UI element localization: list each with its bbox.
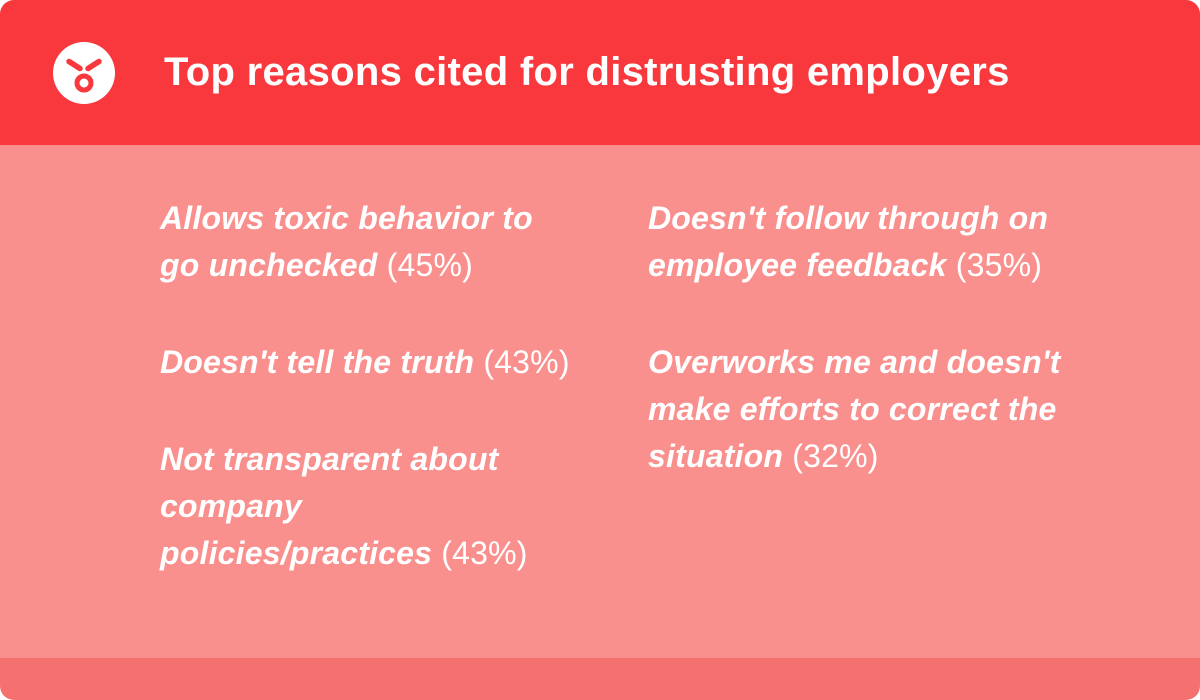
reason-text: Overworks me and doesn't make efforts to…	[648, 344, 1061, 475]
reasons-column-right: Doesn't follow through on employee feedb…	[648, 195, 1100, 658]
reason-item: Doesn't tell the truth (43%)	[160, 339, 572, 386]
reason-percentage: (43%)	[483, 344, 570, 381]
reason-item: Allows toxic behavior to go unchecked (4…	[160, 195, 572, 289]
reason-text: Allows toxic behavior to go unchecked	[160, 200, 533, 284]
bottom-strip	[0, 658, 1200, 700]
reason-item: Doesn't follow through on employee feedb…	[648, 195, 1100, 289]
reason-text: Doesn't follow through on employee feedb…	[648, 200, 1049, 284]
reasons-list: Allows toxic behavior to go unchecked (4…	[0, 145, 1200, 658]
reason-item: Overworks me and doesn't make efforts to…	[648, 339, 1100, 480]
reason-text: Not transparent about company policies/p…	[160, 441, 499, 572]
reason-percentage: (45%)	[386, 247, 474, 284]
reasons-column-left: Allows toxic behavior to go unchecked (4…	[160, 195, 572, 658]
reason-text: Doesn't tell the truth	[160, 344, 475, 381]
reason-percentage: (43%)	[441, 535, 528, 572]
reason-percentage: (32%)	[792, 438, 879, 475]
angry-face-icon	[52, 41, 116, 105]
header: Top reasons cited for distrusting employ…	[0, 0, 1200, 145]
reason-item: Not transparent about company policies/p…	[160, 436, 572, 577]
page-title: Top reasons cited for distrusting employ…	[164, 50, 1010, 94]
reason-percentage: (35%)	[955, 247, 1043, 284]
